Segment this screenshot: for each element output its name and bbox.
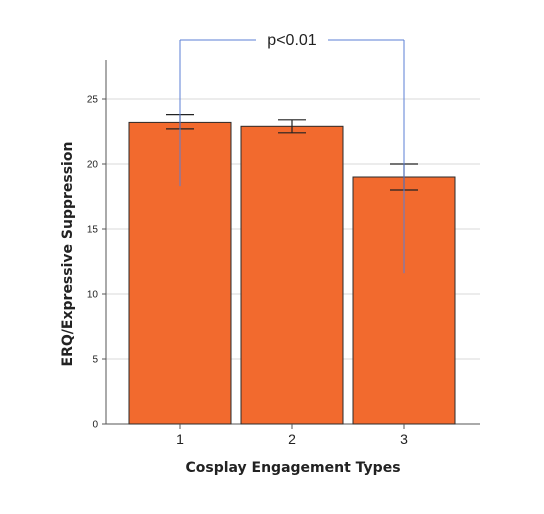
significance-label: p<0.01 [267, 32, 316, 49]
x-tick-label: 1 [176, 431, 184, 447]
x-tick-label: 2 [288, 431, 296, 447]
y-tick-label: 0 [92, 420, 98, 431]
y-tick-label: 15 [87, 225, 99, 236]
y-tick-label: 20 [87, 160, 99, 171]
significance-bracket: p<0.01 [179, 32, 405, 274]
y-tick-label: 25 [87, 95, 99, 106]
bar-2 [240, 125, 344, 425]
x-tick-label: 3 [400, 431, 408, 447]
y-tick-label: 5 [92, 355, 98, 366]
y-tick-label: 10 [87, 290, 99, 301]
x-tick-labels: 1 2 3 [176, 424, 408, 447]
y-tick-labels: 0 5 10 15 20 25 [87, 95, 106, 431]
x-axis-title: Cosplay Engagement Types [185, 460, 400, 476]
bars [128, 121, 456, 425]
y-axis-title: ERQ/Expressive Suppression [60, 142, 76, 367]
